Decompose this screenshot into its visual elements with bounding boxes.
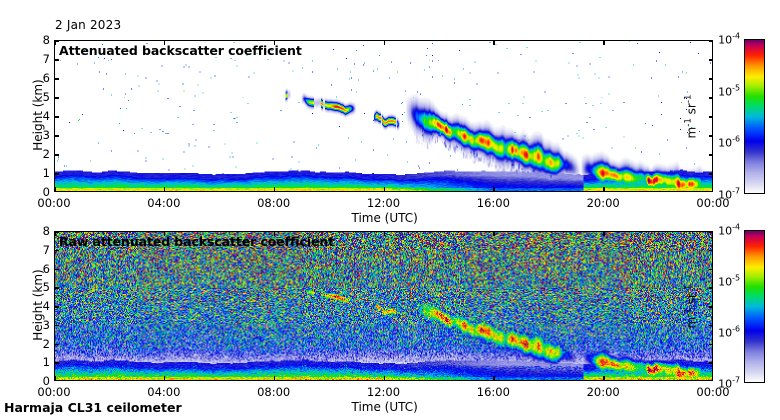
panel-0-xtick-label: 00:00 <box>696 196 730 210</box>
colorbar-bottom-unit: m-1 sr-1 <box>684 273 699 339</box>
panel-1-xtick-label: 04:00 <box>147 385 181 399</box>
colorbar-unit-text: m-1 sr-1 <box>683 94 699 138</box>
panel-top-ylabel: Height (km) <box>31 79 45 151</box>
panel-1-xtick-label: 16:00 <box>476 385 510 399</box>
panel-0-xtick-label: 12:00 <box>366 196 401 210</box>
panel-top-title: Attenuated backscatter coefficient <box>59 43 302 58</box>
panel-1-xtick-label: 00:00 <box>37 385 71 399</box>
colorbar-top-unit: m-1 sr-1 <box>684 83 699 149</box>
panel-1-ytick-label: 1 <box>42 355 50 370</box>
panel-0-xtick-label: 04:00 <box>147 196 181 210</box>
colorbar-top-gradient <box>745 40 764 193</box>
panel-raw-attenuated-backscatter: Raw attenuated backscatter coefficient <box>54 231 713 381</box>
panel-bottom-xlabel: Time (UTC) <box>351 400 418 414</box>
panel-1-xtick-label: 08:00 <box>257 385 291 399</box>
panel-0-ytick-label: 7 <box>42 52 50 66</box>
panel-0-ytick-label: 8 <box>42 33 50 47</box>
raw-attenuated-backscatter-heatmap <box>55 232 712 380</box>
panel-1-xtick-label: 12:00 <box>366 385 401 399</box>
panel-0-xtick-label: 20:00 <box>586 196 620 210</box>
colorbar-top <box>744 39 765 194</box>
panel-0-xtick-label: 16:00 <box>476 196 510 210</box>
colorbar-unit-text: m-1 sr-1 <box>683 284 699 328</box>
panel-1-xtick-label: 00:00 <box>696 385 730 399</box>
panel-0-ytick-label: 0 <box>42 185 50 199</box>
instrument-caption: Harmaja CL31 ceilometer <box>4 400 182 415</box>
attenuated-backscatter-heatmap <box>55 41 712 191</box>
panel-bottom-ylabel: Height (km) <box>31 269 45 341</box>
panel-attenuated-backscatter: Attenuated backscatter coefficient <box>54 40 713 192</box>
panel-1-ytick-label: 8 <box>42 224 50 238</box>
panel-1-ytick-label: 0 <box>42 374 50 388</box>
panel-0-xtick-label: 08:00 <box>257 196 291 210</box>
panel-bottom-title: Raw attenuated backscatter coefficient <box>59 234 335 249</box>
panel-0-ytick-label: 1 <box>42 166 50 180</box>
colorbar-bottom-gradient <box>745 231 764 382</box>
panel-1-xtick-label: 20:00 <box>586 385 620 399</box>
date-label: 2 Jan 2023 <box>55 18 122 32</box>
colorbar-bottom <box>744 230 765 383</box>
panel-top-xlabel: Time (UTC) <box>351 211 418 225</box>
panel-0-xtick-label: 00:00 <box>37 196 71 210</box>
